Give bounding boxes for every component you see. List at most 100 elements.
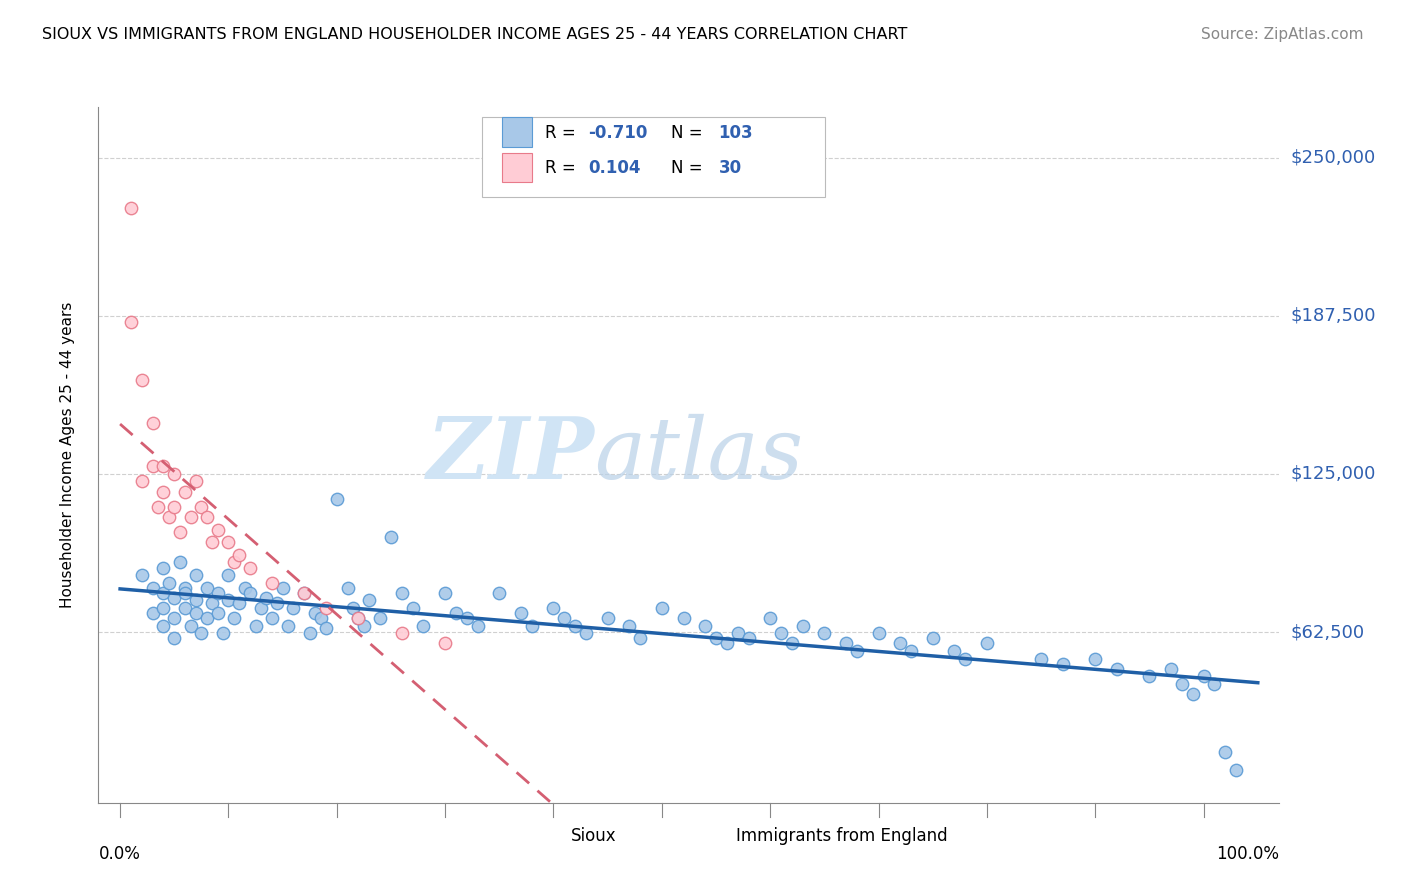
Point [184, 606, 207, 620]
Point [152, 459, 174, 474]
Point [180, 509, 202, 524]
Point [391, 626, 413, 640]
Text: N =: N = [671, 160, 709, 178]
Point [737, 632, 759, 646]
Point [120, 201, 142, 215]
Point [228, 548, 250, 562]
Point [190, 500, 212, 514]
Point [467, 618, 489, 632]
Point [315, 621, 337, 635]
Point [222, 611, 245, 625]
Text: Source: ZipAtlas.com: Source: ZipAtlas.com [1201, 27, 1364, 42]
Point [315, 601, 337, 615]
Point [401, 601, 423, 615]
Point [260, 575, 283, 590]
FancyBboxPatch shape [689, 825, 724, 846]
Text: 30: 30 [718, 160, 741, 178]
Point [695, 618, 717, 632]
Point [845, 644, 868, 658]
Point [222, 556, 245, 570]
Text: $125,000: $125,000 [1291, 465, 1376, 483]
Point [174, 601, 197, 615]
Text: 0.0%: 0.0% [98, 845, 141, 863]
Point [792, 618, 814, 632]
Point [1204, 677, 1226, 691]
Point [190, 626, 212, 640]
Point [271, 581, 294, 595]
Text: 100.0%: 100.0% [1216, 845, 1279, 863]
Point [163, 500, 186, 514]
Point [131, 373, 153, 387]
Point [152, 560, 174, 574]
Text: atlas: atlas [595, 414, 804, 496]
Point [1105, 662, 1128, 676]
Text: 0.104: 0.104 [589, 160, 641, 178]
Point [868, 626, 890, 640]
Point [770, 626, 793, 640]
Point [813, 626, 835, 640]
Point [353, 618, 375, 632]
Point [163, 467, 186, 481]
Point [195, 581, 218, 595]
Y-axis label: Householder Income Ages 25 - 44 years: Householder Income Ages 25 - 44 years [60, 301, 75, 608]
Point [207, 586, 229, 600]
Point [207, 606, 229, 620]
Point [921, 632, 943, 646]
Text: R =: R = [546, 160, 581, 178]
Point [120, 315, 142, 329]
FancyBboxPatch shape [523, 825, 560, 846]
Point [163, 632, 186, 646]
Point [212, 626, 235, 640]
Point [759, 611, 782, 625]
Point [672, 611, 695, 625]
Point [326, 492, 349, 507]
Point [900, 644, 922, 658]
Point [304, 606, 326, 620]
Point [195, 509, 218, 524]
Point [309, 611, 332, 625]
Point [943, 644, 966, 658]
Point [228, 596, 250, 610]
Point [217, 568, 239, 582]
Point [596, 611, 619, 625]
Point [619, 618, 641, 632]
Point [1029, 651, 1052, 665]
Point [336, 581, 359, 595]
Point [195, 611, 218, 625]
Point [976, 636, 998, 650]
Point [157, 509, 180, 524]
Point [434, 586, 457, 600]
Point [169, 556, 191, 570]
Point [169, 525, 191, 540]
Point [283, 601, 305, 615]
Point [347, 611, 370, 625]
Point [292, 586, 315, 600]
Point [412, 618, 434, 632]
Point [298, 626, 321, 640]
Point [292, 586, 315, 600]
Point [651, 601, 673, 615]
Point [142, 459, 165, 474]
Point [347, 611, 370, 625]
Point [1052, 657, 1074, 671]
Point [157, 575, 180, 590]
Point [1139, 669, 1161, 683]
Point [131, 568, 153, 582]
Point [260, 611, 283, 625]
Text: -0.710: -0.710 [589, 124, 648, 142]
FancyBboxPatch shape [502, 118, 531, 146]
Point [1171, 677, 1194, 691]
Point [1160, 662, 1182, 676]
Point [488, 586, 510, 600]
Point [368, 611, 391, 625]
Point [152, 601, 174, 615]
Text: SIOUX VS IMMIGRANTS FROM ENGLAND HOUSEHOLDER INCOME AGES 25 - 44 YEARS CORRELATI: SIOUX VS IMMIGRANTS FROM ENGLAND HOUSEHO… [42, 27, 907, 42]
Point [131, 475, 153, 489]
Point [201, 596, 224, 610]
Point [564, 618, 586, 632]
Point [152, 618, 174, 632]
Point [889, 636, 911, 650]
Point [359, 593, 381, 607]
Point [217, 535, 239, 549]
Point [142, 581, 165, 595]
